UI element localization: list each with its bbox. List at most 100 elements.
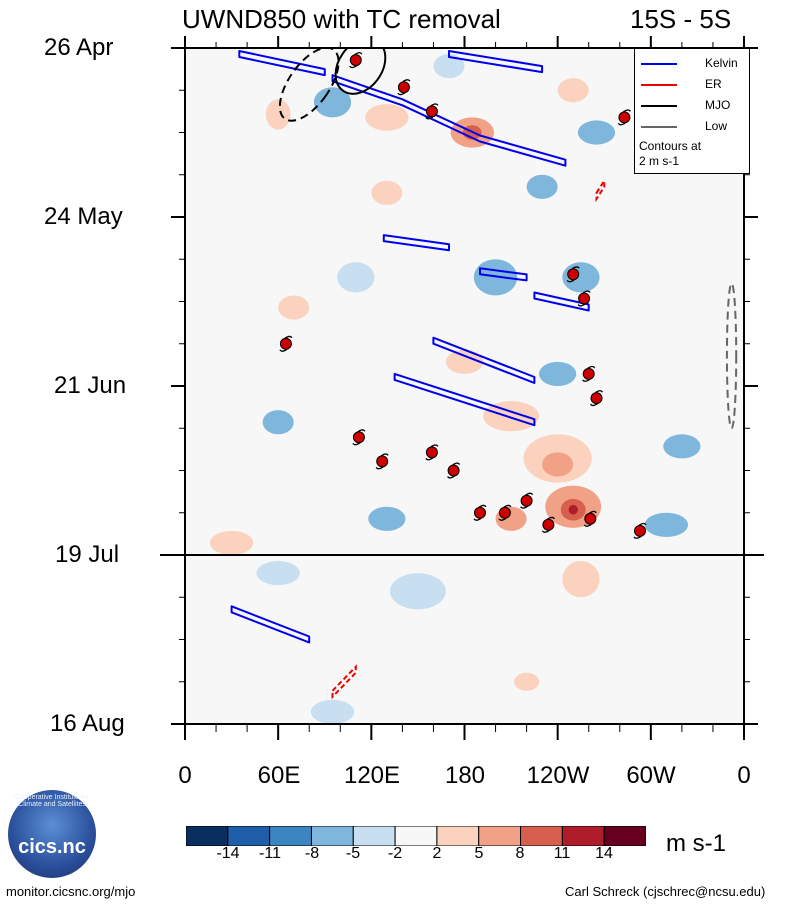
tc-marker-1-arm-top — [402, 79, 411, 83]
anomaly-patch-5 — [557, 78, 589, 103]
tc-marker-8-arm-bottom — [589, 403, 598, 407]
tc-marker-16 — [541, 516, 555, 533]
colorbar-swatch-7 — [478, 826, 522, 846]
anomaly-patch-14 — [445, 349, 484, 374]
y-tick-label-4: 16 Aug — [50, 710, 125, 737]
colorbar-label-6: 5 — [474, 845, 484, 862]
tc-marker-12 — [447, 462, 461, 479]
tc-marker-15-body — [498, 506, 511, 519]
footer-credit: Carl Schreck (cjschrec@ncsu.edu) — [565, 884, 766, 899]
y-tick-label-1: 24 May — [44, 203, 123, 230]
tc-marker-13-arm-top — [525, 492, 534, 496]
colorbar-swatch-4 — [352, 826, 396, 846]
colorbar-swatch-9 — [561, 826, 605, 846]
kelvin-contour-1 — [448, 50, 544, 74]
tc-marker-2-body — [425, 105, 438, 118]
kelvin-contour-8 — [238, 50, 326, 77]
colorbar-label-3: -5 — [345, 845, 361, 862]
tc-marker-2 — [425, 103, 439, 120]
kelvin-contour-7 — [230, 605, 311, 644]
legend-low-swatch — [641, 126, 677, 128]
anomaly-patch-17 — [483, 401, 540, 432]
anomaly-patch-32 — [310, 699, 355, 724]
legend-note-line2: 2 m s-1 — [639, 154, 680, 168]
anomaly-patch-28 — [562, 561, 600, 598]
tc-marker-10-arm-top — [430, 444, 439, 448]
tc-marker-11 — [375, 453, 389, 470]
tc-marker-5-arm-top — [582, 290, 591, 294]
tc-marker-11-body — [376, 455, 389, 468]
tc-marker-17-arm-top — [588, 510, 597, 514]
x-tick-label-1: 60E — [257, 762, 301, 789]
tc-marker-1-arm-bottom — [397, 92, 406, 96]
anomaly-patch-20 — [542, 452, 574, 477]
tc-marker-3-arm-bottom — [617, 122, 626, 126]
tc-marker-4 — [566, 266, 580, 283]
tc-marker-16-arm-top — [547, 516, 555, 520]
colorbar-swatch-6 — [436, 826, 480, 846]
tc-marker-2-arm-bottom — [425, 116, 434, 120]
legend-item-kelvin: Kelvin — [639, 55, 749, 71]
logo-arc-text: Cooperative Institute for Climate and Sa… — [14, 794, 90, 808]
er-contour-0 — [595, 177, 606, 203]
x-tick-label-0: 0 — [178, 762, 192, 789]
anomaly-patch-7 — [433, 54, 465, 79]
anomaly-patch-30 — [389, 573, 446, 610]
y-tick-label-0: 26 Apr — [44, 34, 114, 61]
tc-marker-5 — [577, 290, 591, 307]
tc-marker-14 — [473, 504, 487, 521]
anomaly-patch-23 — [568, 504, 578, 515]
chart-title: UWND850 with TC removal — [182, 4, 501, 34]
y-tick-label-3: 19 Jul — [55, 541, 120, 568]
colorbar-swatch-10 — [603, 826, 646, 846]
tc-marker-13 — [520, 492, 534, 509]
anomaly-patch-15 — [539, 361, 577, 386]
anomaly-patch-26 — [644, 512, 689, 537]
legend-note: Contours at 2 m s-1 — [639, 139, 701, 169]
tc-marker-9-arm-bottom — [352, 442, 361, 446]
tc-marker-3 — [617, 109, 631, 126]
tc-marker-5-body — [578, 292, 591, 305]
tc-marker-16-body — [542, 518, 555, 531]
anomaly-patch-31 — [514, 672, 540, 691]
kelvin-contour-6 — [393, 372, 536, 427]
tc-marker-8-arm-top — [595, 390, 604, 394]
tc-marker-12-arm-bottom — [447, 475, 455, 479]
mjo-contour-1 — [334, 48, 387, 95]
colorbar-label-9: 14 — [595, 845, 613, 862]
legend-item-er: ER — [639, 76, 749, 92]
colorbar-label-2: -8 — [304, 845, 320, 862]
tc-marker-13-arm-bottom — [520, 505, 528, 509]
kelvin-contour-3 — [479, 267, 528, 282]
tc-marker-17-arm-bottom — [583, 523, 592, 527]
tc-marker-1 — [397, 79, 411, 96]
tc-marker-15-arm-bottom — [498, 517, 507, 521]
tc-marker-7-arm-bottom — [582, 378, 591, 382]
colorbar-swatch-1 — [227, 826, 271, 846]
tc-marker-11-arm-bottom — [375, 466, 384, 470]
tc-marker-11-arm-top — [380, 453, 389, 457]
anomaly-patch-2 — [313, 87, 352, 118]
x-tick-label-6: 0 — [737, 762, 751, 789]
legend-low-label: Low — [705, 119, 728, 133]
anomaly-patch-11 — [562, 262, 600, 293]
tc-marker-15 — [498, 504, 512, 521]
colorbar-swatch-3 — [310, 826, 354, 846]
tc-marker-6-arm-bottom — [279, 348, 288, 352]
legend-mjo-label: MJO — [705, 98, 731, 112]
tc-marker-10 — [425, 444, 439, 461]
tc-marker-7-arm-top — [587, 365, 596, 369]
footer-url[interactable]: monitor.cicsnc.org/mjo — [6, 884, 136, 899]
colorbar-label-4: -2 — [387, 845, 403, 862]
y-tick-label-2: 21 Jun — [54, 372, 127, 399]
tc-marker-16-arm-bottom — [541, 529, 550, 533]
anomaly-patch-18 — [663, 434, 701, 459]
tc-marker-1-body — [397, 81, 410, 94]
legend-er-swatch — [641, 84, 677, 86]
tc-marker-15-arm-top — [503, 504, 512, 508]
legend-mjo-swatch — [641, 105, 677, 107]
tc-marker-9-arm-top — [357, 429, 366, 433]
tc-marker-18-body — [634, 524, 646, 537]
tc-marker-0-arm-bottom — [349, 65, 358, 69]
